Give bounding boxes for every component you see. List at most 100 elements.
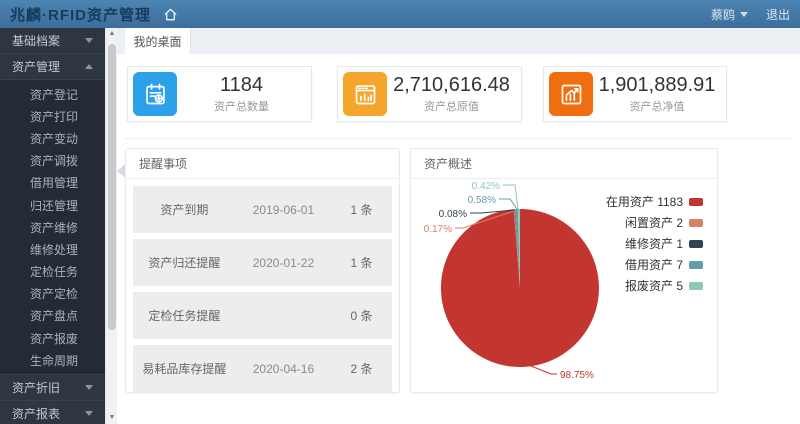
vertical-scrollbar[interactable]: ▲ ▼: [105, 28, 117, 424]
pie-leader-line: [530, 365, 557, 375]
pie-slice-4[interactable]: [517, 209, 520, 288]
stat-value: 1184: [219, 74, 263, 96]
scroll-down-icon[interactable]: ▼: [108, 414, 116, 421]
asset-overview-panel: 资产概述 98.75% 0.17% 0.08% 0.58% 0.42% 在用资产 118…: [410, 148, 718, 393]
pie-percent-label: 0.08%: [439, 209, 467, 220]
sidebar-item-inspect-task[interactable]: 定检任务: [0, 261, 105, 283]
user-menu[interactable]: 蔡鸥: [711, 6, 748, 23]
chart-legend: 在用资产 1183 闲置资产 2 维修资产 1 借用资产 7 报废资产 5: [606, 191, 703, 296]
sidebar-item-label: 维修处理: [30, 242, 79, 257]
legend-label: 在用资产 1183: [605, 195, 683, 209]
legend-swatch: [689, 260, 703, 269]
pie-percent-label: 0.17%: [424, 224, 452, 235]
sidebar-item-return-mgmt[interactable]: 归还管理: [0, 194, 105, 216]
sidebar-item-label: 生命周期: [30, 353, 79, 368]
reminder-date: 2019-06-01: [252, 202, 315, 217]
legend-label: 维修资产 1: [624, 237, 683, 251]
sidebar-group-label: 资产报表: [12, 407, 61, 422]
sidebar-item-asset-change[interactable]: 资产变动: [0, 127, 105, 149]
sidebar-group-label: 基础档案: [12, 34, 61, 48]
sidebar-item-label: 资产调拨: [30, 154, 79, 169]
sidebar-item-repair-handle[interactable]: 维修处理: [0, 238, 105, 260]
legend-item-3[interactable]: 借用资产 7: [606, 254, 703, 275]
home-icon[interactable]: [163, 7, 178, 22]
legend-swatch: [689, 218, 703, 227]
chevron-down-icon: [85, 385, 93, 391]
legend-item-2[interactable]: 维修资产 1: [606, 233, 703, 254]
chart-growth-icon: [549, 72, 593, 116]
top-header: 兆麟·RFID资产管理 蔡鸥 退出: [0, 0, 800, 28]
sidebar-item-asset-register[interactable]: 资产登记: [0, 83, 105, 105]
pie-percent-label: 0.58%: [468, 195, 496, 206]
reminder-name: 资产到期: [160, 203, 209, 217]
pie-chart: 98.75% 0.17% 0.08% 0.58% 0.42% 在用资产 1183 闲置资产…: [411, 179, 717, 393]
chevron-down-icon: [85, 411, 93, 417]
sidebar-group-asset-mgmt[interactable]: 资产管理: [0, 54, 105, 80]
chevron-down-icon: [85, 38, 93, 43]
sidebar-item-asset-inspect[interactable]: 资产定检: [0, 283, 105, 305]
scrollbar-thumb[interactable]: [108, 44, 116, 330]
legend-item-0[interactable]: 在用资产 1183: [606, 191, 703, 212]
sidebar-group-reports[interactable]: 资产报表: [0, 401, 105, 424]
reminder-name: 定检任务提醒: [148, 309, 221, 323]
reminders-list: 资产到期 2019-06-01 1 条 资产归还提醒 2020-01-22 1 …: [126, 179, 399, 399]
pie-slice-2[interactable]: [514, 209, 520, 288]
pie-chart-svg: 98.75% 0.17% 0.08%0.58% 0.42%: [424, 181, 599, 381]
sidebar-submenu: 资产登记 资产打印 资产变动 资产调拨 借用管理 归还管理 资产维修 维修处理 …: [0, 80, 105, 376]
scroll-up-icon[interactable]: ▲: [108, 30, 116, 37]
app-title: 兆麟·RFID资产管理: [10, 6, 151, 24]
reminder-row-consumable-stock[interactable]: 易耗品库存提醒 2020-04-16 2 条: [133, 345, 392, 392]
logout-button[interactable]: 退出: [765, 7, 790, 22]
chevron-up-icon: [85, 64, 93, 69]
sidebar-item-asset-print[interactable]: 资产打印: [0, 105, 105, 127]
stat-card-asset-net-value[interactable]: 1,901,889.91 资产总净值: [543, 66, 727, 122]
legend-swatch: [689, 197, 703, 206]
sidebar-group-depreciation[interactable]: 资产折旧: [0, 375, 105, 402]
window-bars-icon: [343, 72, 387, 116]
legend-label: 借用资产 7: [624, 258, 683, 272]
pie-leader-line: [499, 198, 518, 210]
legend-swatch: [689, 239, 703, 248]
stat-card-asset-count[interactable]: 1184 资产总数量: [127, 66, 312, 122]
reminder-row-asset-due[interactable]: 资产到期 2019-06-01 1 条: [133, 186, 392, 233]
pie-slice-1[interactable]: [513, 209, 520, 288]
legend-item-1[interactable]: 闲置资产 2: [606, 212, 703, 233]
chevron-down-icon: [739, 11, 748, 17]
sidebar-item-asset-inventory[interactable]: 资产盘点: [0, 305, 105, 327]
reminders-title: 提醒事项: [126, 149, 399, 179]
pie-percent-label: 0.42%: [472, 181, 500, 192]
reminders-panel: 提醒事项 资产到期 2019-06-01 1 条 资产归还提醒 2020-01-…: [125, 148, 400, 393]
sidebar-item-asset-scrap[interactable]: 资产报废: [0, 327, 105, 349]
sidebar-item-borrow-mgmt[interactable]: 借用管理: [0, 172, 105, 194]
divider: [125, 138, 793, 139]
sidebar-item-label: 定检任务: [30, 265, 79, 280]
reminder-count: 0 条: [350, 309, 373, 323]
sidebar-item-asset-repair[interactable]: 资产维修: [0, 216, 105, 238]
pie-percent-label: 98.75%: [560, 370, 594, 381]
pie-slice-0[interactable]: [440, 209, 599, 367]
reminder-row-inspect-task[interactable]: 定检任务提醒 0 条: [133, 292, 392, 339]
pie-slice-3[interactable]: [515, 209, 520, 288]
pie-leader-line: [470, 209, 516, 214]
sidebar-item-label: 资产维修: [30, 220, 79, 235]
reminder-row-asset-return[interactable]: 资产归还提醒 2020-01-22 1 条: [133, 239, 392, 286]
sidebar-item-label: 资产打印: [30, 109, 79, 124]
sidebar-item-label: 资产报废: [30, 331, 79, 346]
sidebar-item-label: 资产登记: [30, 87, 79, 102]
pie-leader-line: [503, 184, 519, 210]
legend-swatch: [689, 281, 703, 290]
legend-label: 报废资产 5: [624, 279, 683, 293]
sidebar-item-label: 资产定检: [30, 287, 79, 302]
sidebar-item-lifecycle[interactable]: 生命周期: [0, 349, 105, 371]
reminder-date: 2020-04-16: [252, 361, 315, 376]
sidebar-group-label: 资产折旧: [12, 381, 61, 396]
reminder-name: 易耗品库存提醒: [142, 362, 227, 376]
reminder-count: 1 条: [350, 256, 373, 270]
stat-card-asset-original-value[interactable]: 2,710,616.48 资产总原值: [337, 66, 522, 122]
pie-leader-line: [455, 210, 515, 229]
tab-my-desktop[interactable]: 我的桌面: [125, 28, 191, 54]
legend-item-4[interactable]: 报废资产 5: [606, 275, 703, 296]
sidebar-group-basic-files[interactable]: 基础档案: [0, 28, 105, 54]
sidebar-item-asset-transfer[interactable]: 资产调拨: [0, 150, 105, 172]
